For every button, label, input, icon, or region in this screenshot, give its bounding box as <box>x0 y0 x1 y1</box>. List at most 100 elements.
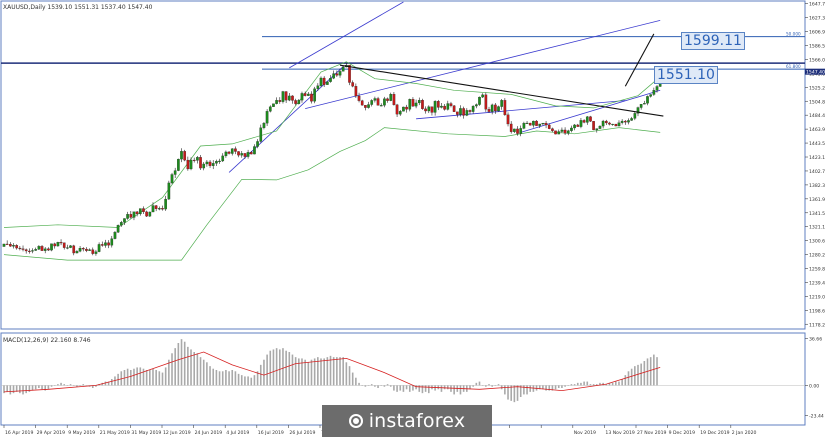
candle-body <box>497 107 499 111</box>
macd-histogram-bar <box>365 385 367 386</box>
candle-body <box>50 244 52 250</box>
candle-body <box>329 78 331 81</box>
candle-body <box>596 129 598 130</box>
candle-body <box>117 225 119 232</box>
price-tick-label: 1566.05 <box>809 57 825 63</box>
candle-body <box>431 107 433 113</box>
fib-618-tag: 61.800 <box>786 64 801 69</box>
candle-body <box>139 209 141 214</box>
candle-body <box>428 107 430 111</box>
price-tick-label: 1525.20 <box>809 85 825 91</box>
candle-body <box>266 111 268 123</box>
macd-histogram-bar <box>647 358 649 385</box>
candle-body <box>260 128 262 142</box>
candle-body <box>57 242 59 246</box>
macd-histogram-bar <box>222 371 224 385</box>
candle-body <box>263 123 265 128</box>
macd-histogram-bar <box>193 352 195 385</box>
macd-histogram-bar <box>25 385 27 393</box>
candle-body <box>634 113 636 118</box>
candle-body <box>393 94 395 105</box>
candle-body <box>301 93 303 100</box>
macd-histogram-bar <box>155 370 157 385</box>
candle-body <box>66 248 68 249</box>
candle-body <box>95 252 97 254</box>
candle-body <box>352 82 354 86</box>
candle-body <box>88 250 90 251</box>
price-tick-label: 1300.65 <box>809 239 825 245</box>
candle-body <box>592 121 594 130</box>
candle-body <box>339 71 341 75</box>
candle-body <box>279 100 281 101</box>
candle-body <box>618 123 620 126</box>
macd-histogram-bar <box>444 385 446 389</box>
macd-histogram-bar <box>406 385 408 389</box>
macd-histogram-bar <box>111 379 113 385</box>
candle-body <box>494 105 496 111</box>
macd-histogram-bar <box>197 353 199 385</box>
macd-histogram-bar <box>269 351 271 386</box>
macd-histogram-bar <box>276 348 278 385</box>
candle-body <box>577 125 579 127</box>
candle-body <box>101 244 103 245</box>
price-tick-label: 1259.85 <box>809 267 825 273</box>
candle-body <box>570 128 572 131</box>
macd-histogram-bar <box>228 371 230 385</box>
price-tick-label: 1280.25 <box>809 253 825 259</box>
macd-histogram-bar <box>583 382 585 386</box>
candle-body <box>447 104 449 110</box>
candle-body <box>199 157 201 168</box>
candle-body <box>298 100 300 104</box>
candle-body <box>332 74 334 79</box>
candle-body <box>374 99 376 101</box>
macd-histogram-bar <box>450 385 452 391</box>
candle-body <box>627 120 629 122</box>
macd-histogram-bar <box>263 360 265 386</box>
time-tick-label: 12 Jun 2019 <box>163 430 191 436</box>
candle-body <box>371 100 373 104</box>
candle-body <box>92 250 94 254</box>
candle-body <box>358 96 360 101</box>
candle-body <box>187 160 189 169</box>
macd-histogram-bar <box>358 383 360 386</box>
candle-body <box>450 104 452 106</box>
candle-body <box>611 124 613 125</box>
candle-body <box>247 152 249 156</box>
candle-body <box>564 130 566 133</box>
macd-histogram-bar <box>558 385 560 388</box>
macd-histogram-bar <box>561 385 563 388</box>
candle-body <box>98 244 100 251</box>
price-tick-label: 1361.90 <box>809 197 825 203</box>
macd-histogram-bar <box>212 369 214 386</box>
chart-header-oscillator: MACD(12,26,9) 22.160 8.746 <box>3 337 91 344</box>
candle-body <box>361 101 363 106</box>
macd-histogram-bar <box>333 357 335 385</box>
macd-histogram-bar <box>289 352 291 385</box>
candle-body <box>304 93 306 95</box>
candle-body <box>193 160 195 161</box>
macd-histogram-bar <box>593 384 595 385</box>
candle-body <box>545 123 547 125</box>
macd-histogram-bar <box>523 385 525 394</box>
time-tick-label: 27 Nov 2019 <box>637 430 666 436</box>
price-tick-label: 1198.60 <box>809 308 825 314</box>
macd-histogram-bar <box>618 382 620 386</box>
candle-body <box>317 86 319 89</box>
macd-histogram-bar <box>238 374 240 386</box>
macd-histogram-bar <box>241 375 243 385</box>
macd-histogram-bar <box>510 385 512 400</box>
macd-histogram-bar <box>63 384 65 385</box>
macd-histogram-bar <box>644 361 646 385</box>
candle-body <box>466 110 468 115</box>
macd-histogram-bar <box>10 385 12 394</box>
candle-body <box>504 100 506 114</box>
macd-histogram-bar <box>35 385 37 389</box>
candle-body <box>275 100 277 104</box>
candle-body <box>320 78 322 86</box>
macd-histogram-bar <box>387 384 389 385</box>
candle-body <box>323 78 325 85</box>
time-tick-label: 26 Jul 2019 <box>289 430 315 436</box>
candle-body <box>567 131 569 133</box>
candle-body <box>412 99 414 106</box>
chart-header-main: XAUUSD,Daily 1539.10 1551.31 1537.40 154… <box>3 4 153 11</box>
